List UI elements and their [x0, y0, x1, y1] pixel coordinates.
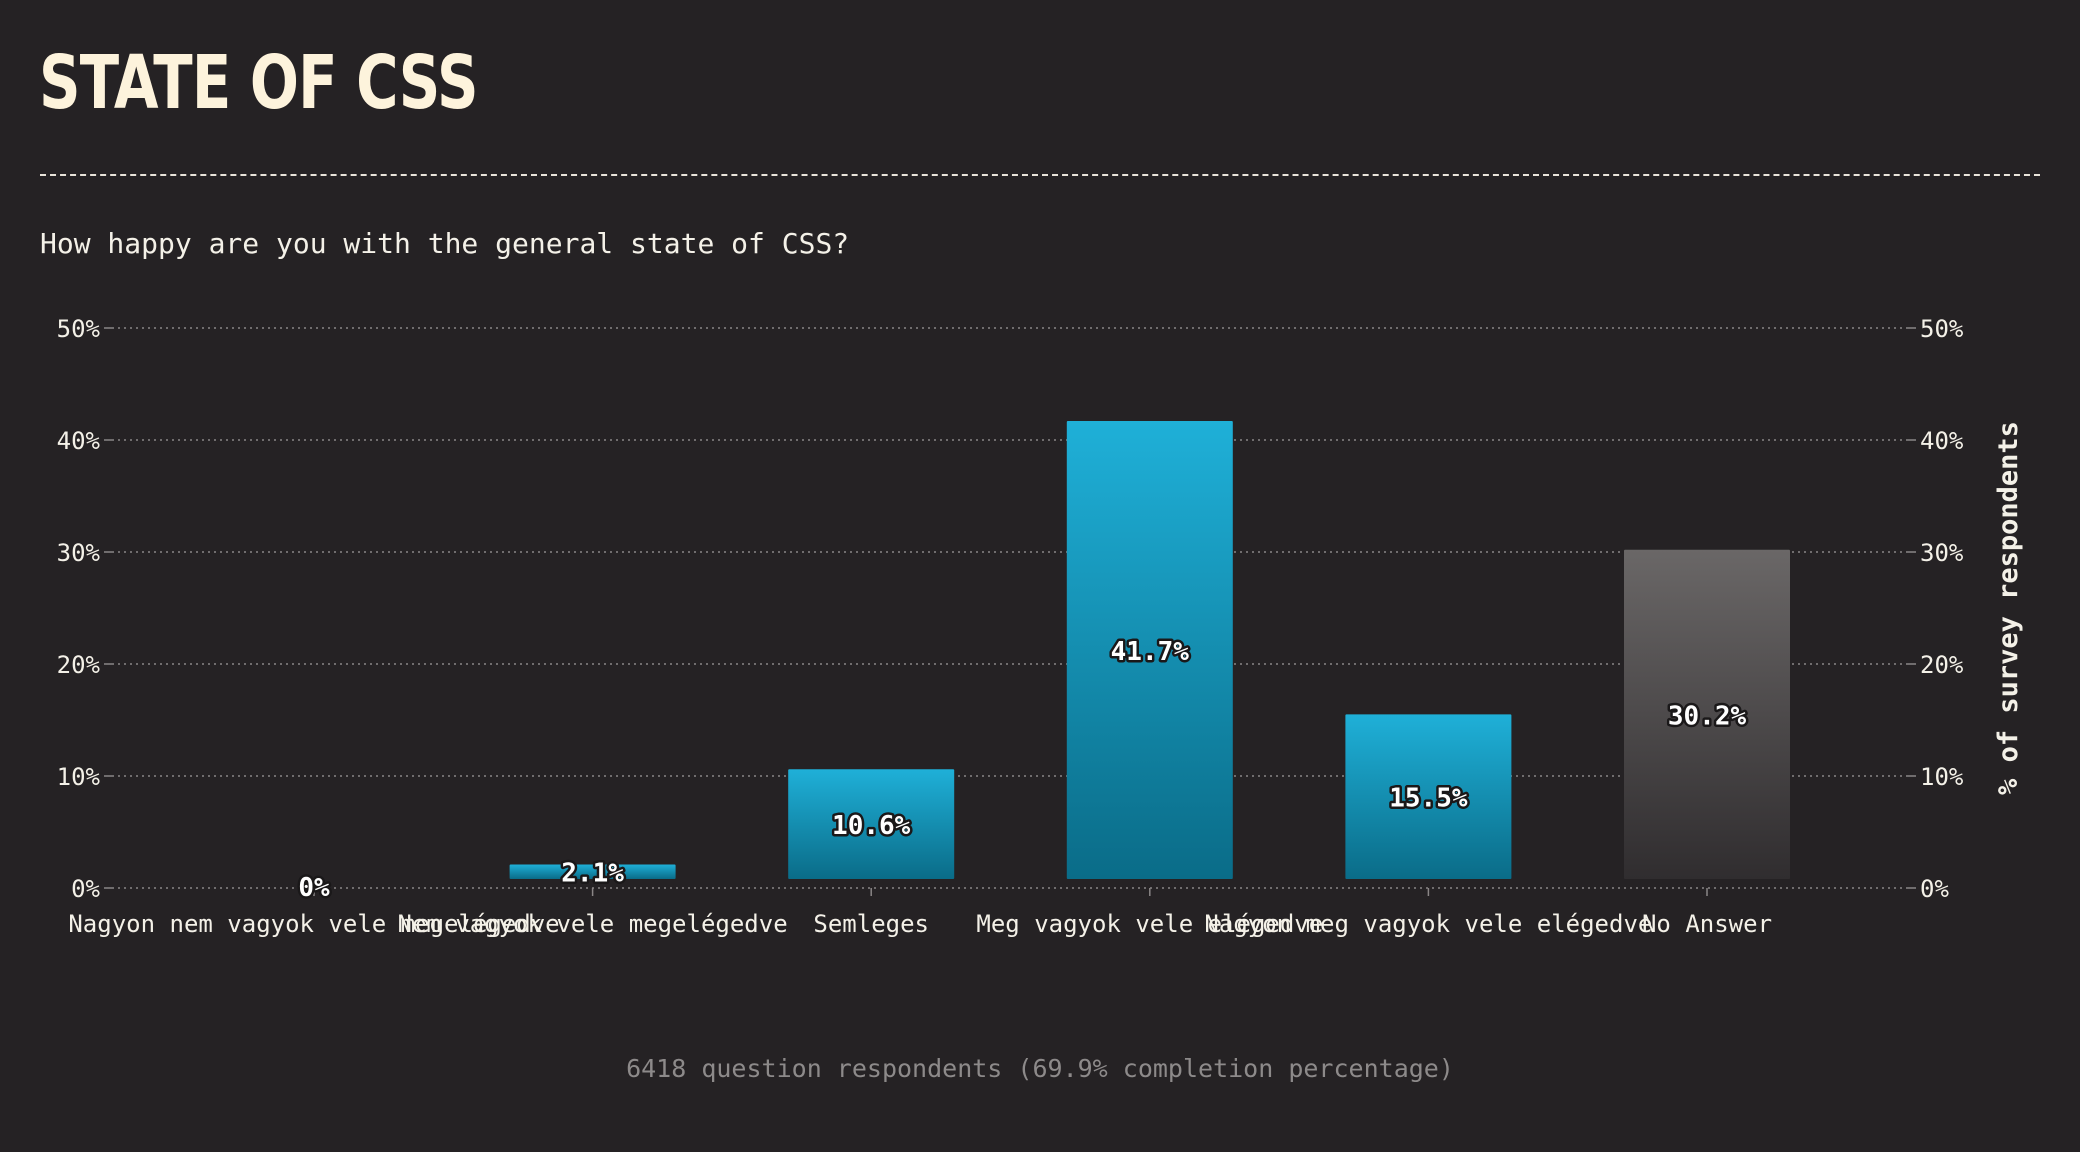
y-tick-label-right: 0%	[1920, 875, 1949, 903]
x-tick-label: Nagyon meg vagyok vele elégedve	[1204, 910, 1652, 938]
y-tick-label-left: 10%	[57, 763, 101, 791]
bar	[1624, 549, 1790, 879]
y-tick-label-right: 40%	[1920, 427, 1964, 455]
bar	[1345, 714, 1512, 879]
data-label: 0%	[298, 873, 330, 903]
y-tick-label-left: 20%	[57, 651, 101, 679]
y-tick-label-left: 50%	[57, 315, 101, 343]
y-tick-label-right: 50%	[1920, 315, 1964, 343]
bar	[509, 864, 676, 879]
y-tick-label-left: 40%	[57, 427, 101, 455]
respondents-footer: 6418 question respondents (69.9% complet…	[626, 1054, 1454, 1083]
data-label: 15.5%	[1389, 784, 1468, 814]
data-label: 10.6%	[832, 811, 911, 841]
data-label: 41.7%	[1111, 637, 1190, 667]
x-tick-label: No Answer	[1642, 910, 1772, 938]
x-tick-label: Semleges	[813, 910, 929, 938]
y-tick-label-right: 30%	[1920, 539, 1964, 567]
x-tick-label: Meg vagyok vele elégedve	[976, 910, 1323, 938]
question-title: How happy are you with the general state…	[40, 227, 850, 260]
y-tick-label-right: 20%	[1920, 651, 1964, 679]
y-tick-label-right: 10%	[1920, 763, 1964, 791]
bar-chart: 0% 0% 10% 10% 20% 20% 30% 30% 40% 40% 50% 50% Nagyo…	[57, 315, 2024, 938]
x-tick-label: Nagyon nem vagyok vele megelégedve	[68, 910, 559, 938]
y-tick-label-left: 0%	[71, 875, 100, 903]
y-tick-label-left: 30%	[57, 539, 101, 567]
data-label: 30.2%	[1668, 701, 1747, 731]
data-label: 2.1%	[561, 859, 624, 889]
header-divider	[40, 174, 2040, 176]
bar	[788, 769, 955, 879]
y-axis-title: % of survey respondents	[1993, 421, 2024, 795]
x-tick-label: Nem vagyok vele megelégedve	[398, 910, 788, 938]
bar	[1066, 420, 1233, 879]
state-of-css-logo: STATE OF CSS	[39, 40, 479, 126]
